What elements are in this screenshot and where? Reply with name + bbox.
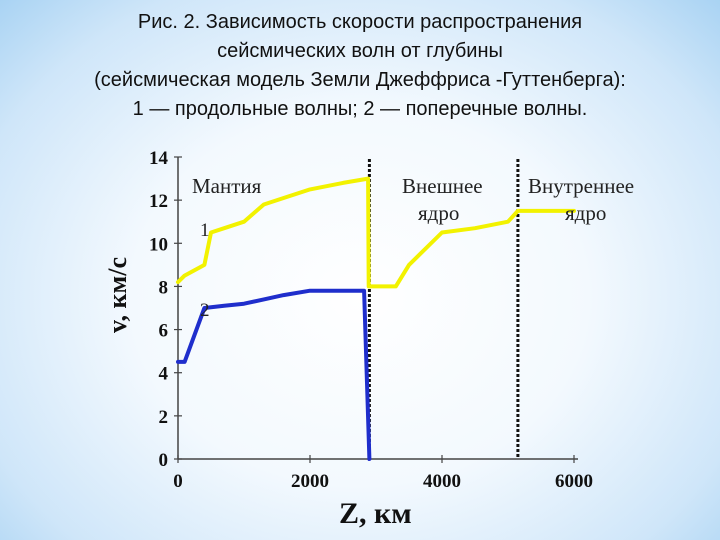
x-tick-label: 0	[173, 471, 183, 492]
y-tick-label: 0	[159, 450, 169, 471]
series-group	[176, 176, 576, 461]
annotation-outer-core-line-2: ядро	[418, 201, 459, 225]
caption-line-1: Рис. 2. Зависимость скорости распростран…	[137, 11, 583, 33]
y-tick-label: 8	[159, 277, 169, 298]
series-label-1: 1	[200, 220, 210, 241]
annotation-mantle: Мантия	[192, 174, 262, 198]
y-tick-label: 2	[159, 407, 169, 428]
caption-line-3: (сейсмическая модель Земли Джеффриса -Гу…	[94, 69, 626, 91]
y-tick-label: 10	[149, 234, 168, 255]
figure-caption: Рис. 2. Зависимость скорости распростран…	[20, 8, 700, 124]
y-axis-title: v, км/с	[103, 257, 132, 333]
series-line-1	[176, 176, 576, 289]
series-line-2	[176, 288, 372, 461]
x-tick-label: 2000	[291, 471, 329, 492]
x-axis-title: Z, км	[339, 497, 412, 530]
annotation-inner-core-line-1: Внутреннее	[528, 174, 634, 198]
caption-line-4: 1 — продольные волны; 2 — поперечные вол…	[132, 98, 588, 120]
y-tick-label: 12	[149, 191, 168, 212]
y-tick-label: 4	[159, 364, 169, 385]
annotation-inner-core-line-2: ядро	[565, 201, 606, 225]
annotation-group: Мантия Внешнее ядро Внутреннее ядро 1 2 …	[103, 174, 634, 530]
y-tick-label: 6	[159, 321, 169, 342]
x-tick-label: 6000	[555, 471, 593, 492]
annotation-outer-core-line-1: Внешнее	[402, 174, 483, 198]
y-tick-label: 14	[149, 148, 169, 169]
x-tick-label: 4000	[423, 471, 461, 492]
series-label-2: 2	[200, 300, 210, 321]
caption-line-2: сейсмических волн от глубины	[217, 40, 503, 62]
